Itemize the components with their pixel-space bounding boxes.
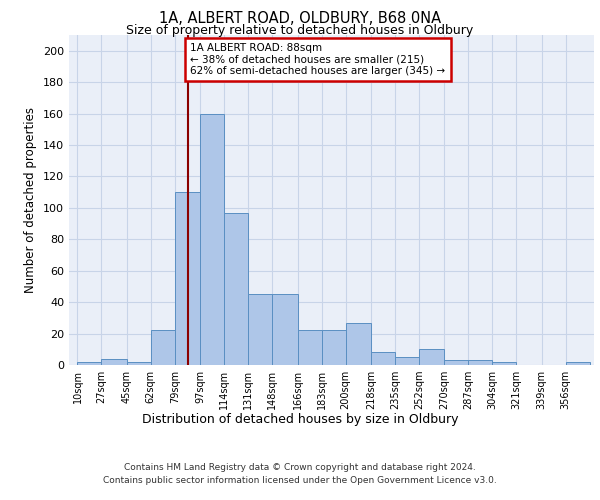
Bar: [419, 350, 445, 365]
Text: Distribution of detached houses by size in Oldbury: Distribution of detached houses by size …: [142, 412, 458, 426]
Text: Contains HM Land Registry data © Crown copyright and database right 2024.: Contains HM Land Registry data © Crown c…: [124, 462, 476, 471]
Bar: [175, 192, 200, 365]
Bar: [224, 212, 248, 365]
Bar: [77, 362, 101, 365]
Text: Size of property relative to detached houses in Oldbury: Size of property relative to detached ho…: [127, 24, 473, 37]
Bar: [200, 114, 224, 365]
Bar: [346, 322, 371, 365]
Bar: [298, 330, 322, 365]
Bar: [272, 294, 298, 365]
Bar: [445, 360, 469, 365]
Bar: [151, 330, 175, 365]
Y-axis label: Number of detached properties: Number of detached properties: [25, 107, 37, 293]
Bar: [127, 362, 151, 365]
Bar: [322, 330, 346, 365]
Bar: [371, 352, 395, 365]
Text: 1A ALBERT ROAD: 88sqm
← 38% of detached houses are smaller (215)
62% of semi-det: 1A ALBERT ROAD: 88sqm ← 38% of detached …: [190, 43, 445, 76]
Bar: [101, 358, 127, 365]
Bar: [469, 360, 493, 365]
Text: 1A, ALBERT ROAD, OLDBURY, B68 0NA: 1A, ALBERT ROAD, OLDBURY, B68 0NA: [159, 11, 441, 26]
Bar: [493, 362, 517, 365]
Bar: [248, 294, 272, 365]
Bar: [566, 362, 590, 365]
Bar: [395, 357, 419, 365]
Text: Contains public sector information licensed under the Open Government Licence v3: Contains public sector information licen…: [103, 476, 497, 485]
